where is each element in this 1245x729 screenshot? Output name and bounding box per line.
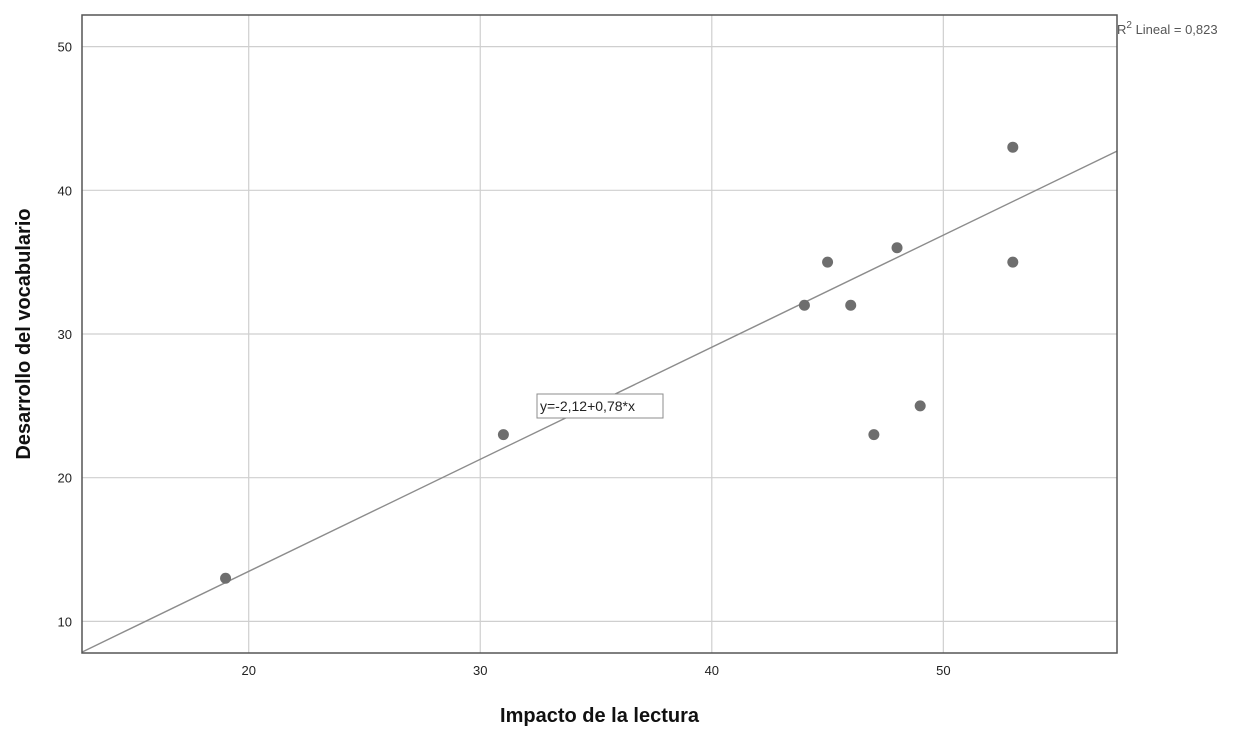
data-point xyxy=(914,400,926,412)
data-point xyxy=(497,429,509,441)
y-tick-label: 40 xyxy=(58,183,72,198)
y-tick-labels: 10 20 30 40 50 xyxy=(58,40,72,630)
data-point xyxy=(868,429,880,441)
r-squared-label: R2 Lineal = 0,823 xyxy=(1117,20,1218,37)
x-tick-label: 40 xyxy=(705,663,719,678)
data-point xyxy=(822,256,834,268)
equation-annotation: y=-2,12+0,78*x xyxy=(536,393,664,419)
r-squared-superscript: 2 xyxy=(1126,20,1132,31)
data-point xyxy=(1007,141,1019,153)
y-tick-label: 20 xyxy=(58,471,72,486)
plot-frame xyxy=(81,14,1118,654)
grid-lines xyxy=(82,15,1117,653)
y-tick-label: 30 xyxy=(58,327,72,342)
equation-box xyxy=(536,393,664,419)
y-axis-label: Desarrollo del vocabulario xyxy=(13,208,35,459)
y-tick-label: 10 xyxy=(58,614,72,629)
r-squared-value: Lineal = 0,823 xyxy=(1132,22,1218,37)
data-point xyxy=(220,572,232,584)
data-point xyxy=(1007,256,1019,268)
r-squared-prefix: R xyxy=(1117,22,1126,37)
x-tick-label: 20 xyxy=(241,663,255,678)
data-points xyxy=(220,141,1019,584)
x-tick-label: 30 xyxy=(473,663,487,678)
data-point xyxy=(845,299,857,311)
x-tick-label: 50 xyxy=(936,663,950,678)
equation-label: y=-2,12+0,78*x xyxy=(540,398,635,414)
y-tick-label: 50 xyxy=(58,40,72,55)
data-point xyxy=(891,242,903,254)
data-point xyxy=(798,299,810,311)
x-tick-labels: 20 30 40 50 xyxy=(241,663,950,678)
x-axis-label: Impacto de la lectura xyxy=(500,705,700,727)
